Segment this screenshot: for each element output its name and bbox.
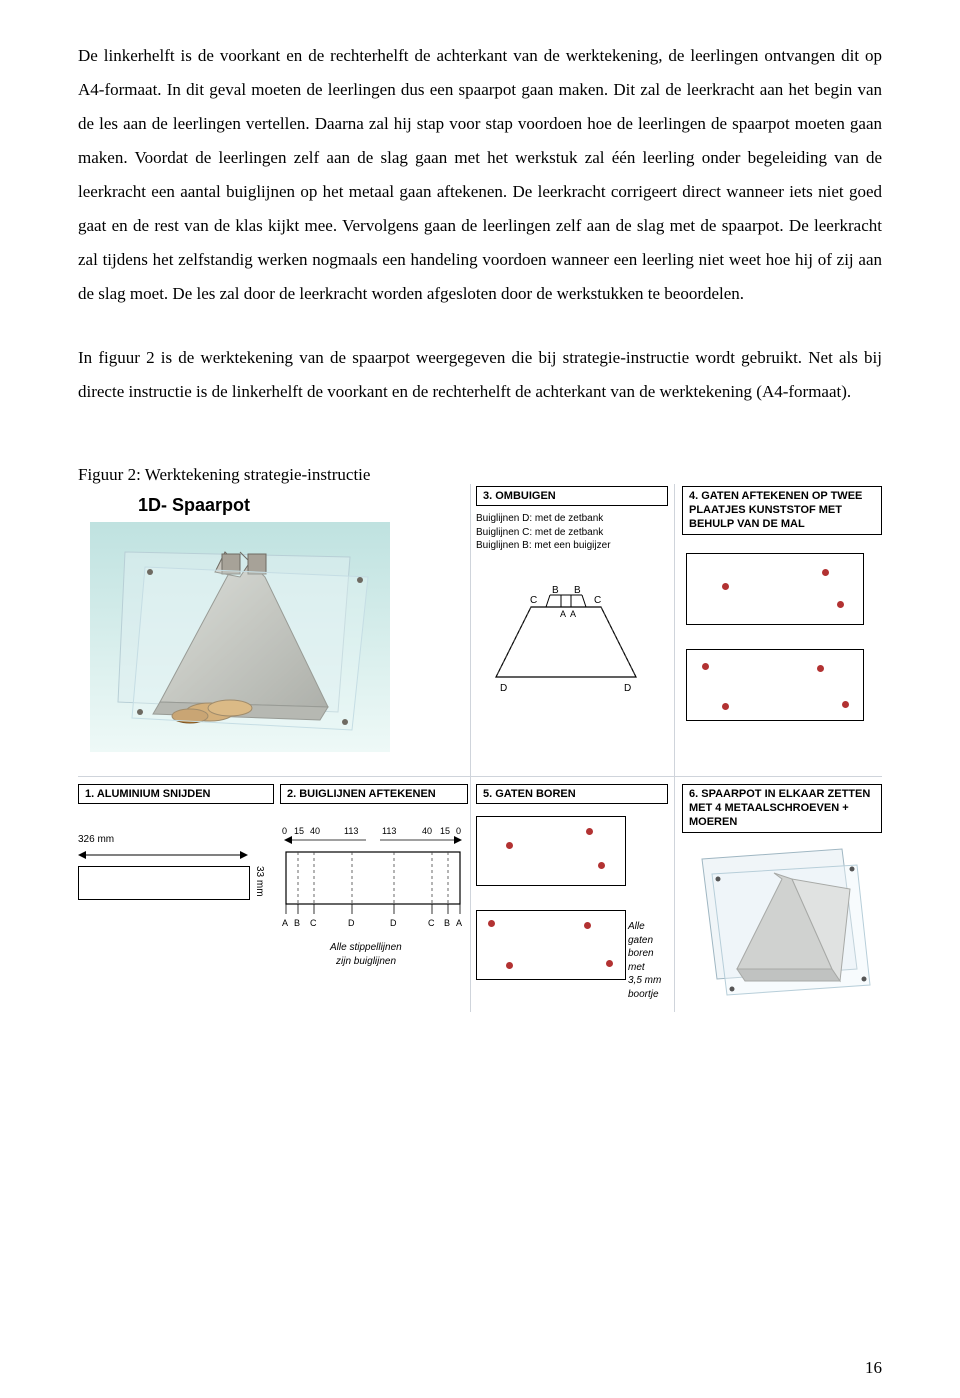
panel-4: 4. GATEN AFTEKENEN OP TWEE PLAATJES KUNS… xyxy=(682,486,882,733)
panel-4-rect-top xyxy=(686,553,864,625)
panel-2-title: 2. BUIGLIJNEN AFTEKENEN xyxy=(280,784,468,804)
svg-text:15: 15 xyxy=(440,826,450,836)
panel-1-title: 1. ALUMINIUM SNIJDEN xyxy=(78,784,274,804)
page: De linkerhelft is de voorkant en de rech… xyxy=(0,0,960,1398)
dim-arrow-icon xyxy=(78,848,248,862)
svg-text:B: B xyxy=(552,585,559,596)
dot-icon xyxy=(586,828,593,835)
dot-icon xyxy=(506,962,513,969)
panel-1-dim-w: 326 mm xyxy=(78,834,114,845)
svg-text:40: 40 xyxy=(310,826,320,836)
figure-area: 3. OMBUIGEN Buiglijnen D: met de zetbank… xyxy=(78,522,882,1012)
svg-text:A: A xyxy=(570,609,576,619)
panel-3-line-3: Buiglijnen B: met een buigijzer xyxy=(476,539,668,553)
svg-text:A: A xyxy=(282,918,288,928)
svg-text:113: 113 xyxy=(344,826,358,836)
dot-icon xyxy=(488,920,495,927)
svg-text:C: C xyxy=(594,595,601,606)
svg-text:Alle stippellijnen: Alle stippellijnen xyxy=(329,942,402,953)
panel-3-diagram: C B B C A A D D xyxy=(476,567,656,707)
panel-2: 2. BUIGLIJNEN AFTEKENEN 0 15 40 113 113 … xyxy=(280,784,468,982)
paragraph-2: In figuur 2 is de werktekening van de sp… xyxy=(78,341,882,409)
svg-text:113: 113 xyxy=(382,826,396,836)
dot-icon xyxy=(584,922,591,929)
panel-1-dim-h: 33 mm xyxy=(254,866,265,897)
svg-text:D: D xyxy=(624,683,631,694)
panel-5-rect-top xyxy=(476,816,626,886)
panel-5-rect-bottom xyxy=(476,910,626,980)
svg-text:C: C xyxy=(428,918,435,928)
figure-caption: Figuur 2: Werktekening strategie-instruc… xyxy=(78,465,882,485)
svg-text:A: A xyxy=(456,918,462,928)
svg-text:D: D xyxy=(500,683,507,694)
panel-3-line-2: Buiglijnen C: met de zetbank xyxy=(476,526,668,540)
divider-horizontal xyxy=(78,776,882,777)
svg-text:B: B xyxy=(294,918,300,928)
paragraph-1: De linkerhelft is de voorkant en de rech… xyxy=(78,39,882,311)
panel-3-line-1: Buiglijnen D: met de zetbank xyxy=(476,512,668,526)
dot-icon xyxy=(598,862,605,869)
page-number: 16 xyxy=(865,1358,882,1378)
panel-4-title: 4. GATEN AFTEKENEN OP TWEE PLAATJES KUNS… xyxy=(682,486,882,535)
product-photo xyxy=(90,522,390,752)
dot-icon xyxy=(606,960,613,967)
panel-5: 5. GATEN BOREN Alle gaten boren met 3,5 … xyxy=(476,784,668,1012)
photo-svg xyxy=(90,522,390,752)
svg-text:B: B xyxy=(444,918,450,928)
svg-text:C: C xyxy=(530,595,537,606)
svg-text:B: B xyxy=(574,585,581,596)
panel-3: 3. OMBUIGEN Buiglijnen D: met de zetbank… xyxy=(476,486,668,707)
panel-5-title: 5. GATEN BOREN xyxy=(476,784,668,804)
svg-text:40: 40 xyxy=(422,826,432,836)
panel-5-note: Alle gaten boren met 3,5 mm boortje xyxy=(628,920,666,1001)
svg-text:0: 0 xyxy=(282,826,287,836)
panel-4-rect-bottom xyxy=(686,649,864,721)
divider-vertical-mid xyxy=(470,484,471,1012)
svg-text:D: D xyxy=(348,918,355,928)
svg-text:C: C xyxy=(310,918,317,928)
svg-text:zijn buiglijnen: zijn buiglijnen xyxy=(335,956,396,967)
svg-text:0: 0 xyxy=(456,826,461,836)
panel-1-rect xyxy=(78,866,250,900)
panel-6: 6. SPAARPOT IN ELKAAR ZETTEN MET 4 METAA… xyxy=(682,784,882,1009)
panel-3-title: 3. OMBUIGEN xyxy=(476,486,668,506)
panel-2-diagram: 0 15 40 113 113 40 15 0 xyxy=(280,822,466,982)
dot-icon xyxy=(506,842,513,849)
svg-text:A: A xyxy=(560,609,566,619)
panel-1: 1. ALUMINIUM SNIJDEN 326 mm 33 mm xyxy=(78,784,274,928)
svg-text:15: 15 xyxy=(294,826,304,836)
panel-6-diagram xyxy=(682,839,882,1009)
panel-6-title: 6. SPAARPOT IN ELKAAR ZETTEN MET 4 METAA… xyxy=(682,784,882,833)
divider-vertical-right xyxy=(674,484,675,1012)
svg-text:D: D xyxy=(390,918,397,928)
